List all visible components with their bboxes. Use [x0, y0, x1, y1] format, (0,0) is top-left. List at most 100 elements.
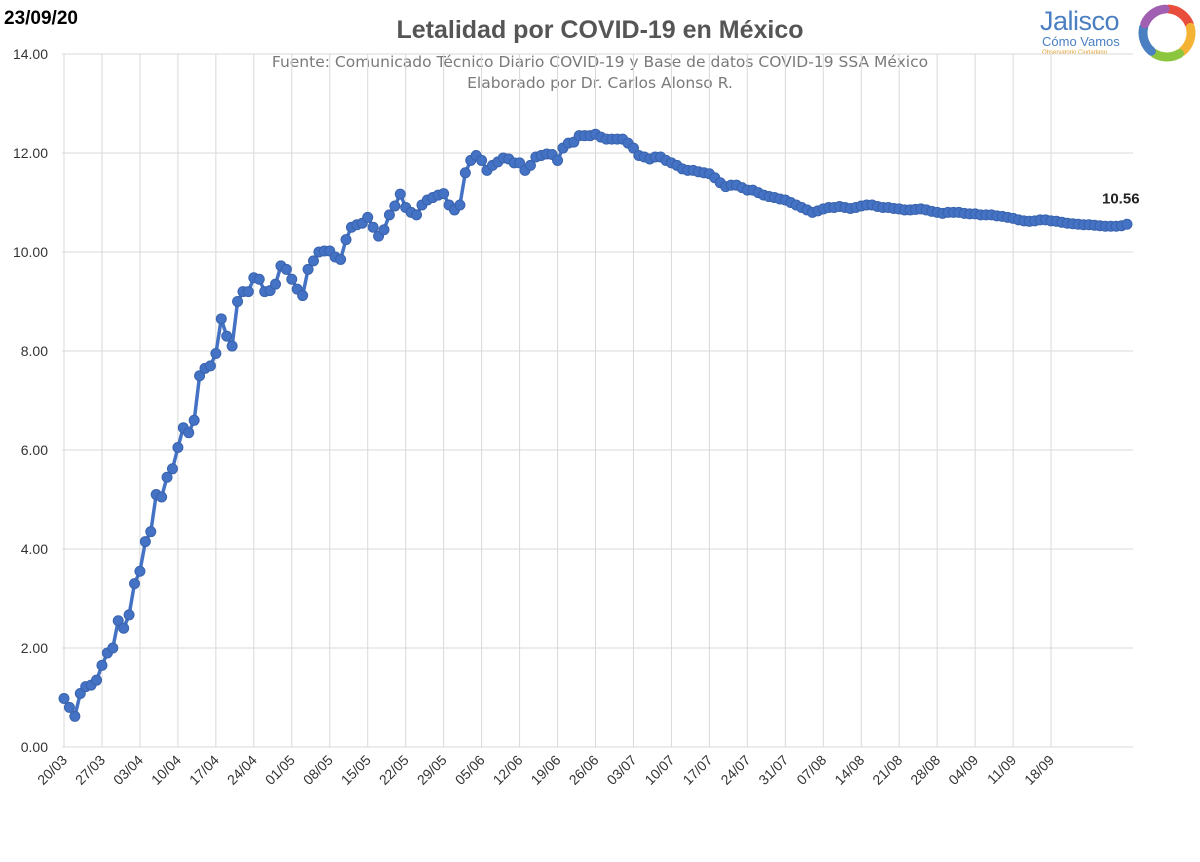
- data-point: [362, 211, 374, 223]
- data-point: [476, 154, 488, 166]
- data-point: [183, 427, 195, 439]
- end-value-label: 10.56: [1102, 190, 1140, 207]
- chart-grid: [62, 53, 1133, 748]
- logo-tagline: Observatorio Ciudadano: [1042, 50, 1108, 56]
- data-point: [335, 253, 347, 265]
- data-point: [389, 200, 401, 212]
- data-point: [188, 414, 200, 426]
- subtitle-source: Fuente: Comunicado Técnico Diario COVID-…: [271, 53, 929, 71]
- data-point: [383, 209, 395, 221]
- x-tick-label: 18/09: [1021, 752, 1057, 788]
- data-point: [514, 157, 526, 169]
- logo-ring-segment: [1140, 4, 1170, 29]
- x-tick-label: 22/05: [376, 752, 412, 788]
- logo-ring-icon: [1138, 4, 1196, 62]
- y-axis-ticks: 0.00 2.00 4.00 6.00 8.00 10.00 12.00 14.00: [13, 46, 48, 755]
- x-tick-label: 20/03: [34, 752, 70, 788]
- x-tick-label: 17/07: [679, 752, 715, 788]
- y-tick-label: 0.00: [21, 739, 48, 755]
- x-tick-label: 15/05: [338, 752, 374, 788]
- y-tick-label: 10.00: [13, 244, 48, 260]
- data-point: [161, 471, 173, 483]
- data-point: [134, 565, 146, 577]
- data-point: [118, 622, 130, 634]
- x-tick-label: 03/07: [603, 752, 639, 788]
- data-point: [96, 659, 108, 671]
- y-tick-label: 8.00: [21, 343, 48, 359]
- jalisco-como-vamos-logo: Jalisco Cómo Vamos Observatorio Ciudadan…: [1030, 0, 1200, 64]
- x-tick-label: 07/08: [793, 752, 829, 788]
- logo-ring-segment: [1138, 22, 1156, 56]
- x-tick-label: 29/05: [414, 752, 450, 788]
- data-point: [58, 692, 70, 704]
- y-tick-label: 6.00: [21, 442, 48, 458]
- x-tick-label: 24/04: [224, 752, 260, 788]
- data-point: [454, 199, 466, 211]
- data-point: [63, 701, 75, 713]
- x-tick-label: 10/04: [148, 752, 184, 788]
- data-point: [459, 167, 471, 179]
- data-point: [156, 491, 168, 503]
- x-tick-label: 04/09: [945, 752, 981, 788]
- x-tick-label: 31/07: [755, 752, 791, 788]
- data-point: [394, 188, 406, 200]
- logo-ring-segment: [1178, 22, 1196, 56]
- x-tick-label: 26/06: [566, 752, 602, 788]
- date-stamp: 23/09/20: [4, 8, 78, 29]
- x-tick-label: 19/06: [528, 752, 564, 788]
- data-point: [307, 255, 319, 267]
- x-tick-label: 28/08: [907, 752, 943, 788]
- data-point: [145, 526, 157, 538]
- data-point: [1121, 218, 1133, 230]
- x-axis-ticks: 20/03 27/03 03/04 10/04 17/04 24/04 01/05 08/05…: [34, 752, 1057, 788]
- data-point: [232, 296, 244, 307]
- data-point: [378, 224, 390, 236]
- data-point: [302, 263, 314, 275]
- x-tick-label: 24/07: [717, 752, 753, 788]
- logo-subtitle: Cómo Vamos: [1042, 34, 1120, 49]
- x-tick-label: 10/07: [641, 752, 677, 788]
- x-tick-label: 11/09: [984, 752, 1020, 788]
- data-point: [107, 642, 119, 654]
- data-point: [524, 159, 536, 171]
- data-point: [166, 463, 178, 475]
- x-tick-label: 08/05: [300, 752, 336, 788]
- x-tick-label: 03/04: [110, 752, 146, 788]
- y-tick-label: 14.00: [13, 46, 48, 62]
- x-tick-label: 14/08: [831, 752, 867, 788]
- x-tick-label: 12/06: [490, 752, 526, 788]
- y-tick-label: 12.00: [13, 145, 48, 161]
- y-tick-label: 4.00: [21, 541, 48, 557]
- data-point: [91, 674, 103, 686]
- data-point: [286, 273, 298, 285]
- data-point: [438, 188, 450, 200]
- data-point: [129, 578, 141, 590]
- data-point: [69, 710, 81, 722]
- y-tick-label: 2.00: [21, 640, 48, 656]
- data-point: [253, 273, 265, 285]
- data-point: [270, 278, 282, 290]
- data-point: [123, 609, 135, 621]
- data-point: [627, 142, 639, 154]
- subtitle-author: Elaborado por Dr. Carlos Alonso R.: [467, 74, 733, 92]
- data-point: [552, 154, 564, 166]
- x-tick-label: 05/06: [452, 752, 488, 788]
- data-point: [204, 360, 216, 372]
- chart-subtitle: Fuente: Comunicado Técnico Diario COVID-…: [0, 52, 1200, 94]
- chart-title: Letalidad por COVID-19 en México: [396, 16, 804, 44]
- x-tick-label: 21/08: [869, 752, 905, 788]
- x-tick-label: 17/04: [186, 752, 222, 788]
- logo-word: Jalisco: [1040, 6, 1120, 36]
- series-letalidad: [58, 128, 1133, 722]
- data-point: [226, 340, 238, 352]
- logo-ring-segment: [1149, 48, 1185, 62]
- data-point: [194, 370, 206, 382]
- data-point: [221, 330, 233, 342]
- data-point: [242, 286, 254, 298]
- data-point: [215, 313, 227, 325]
- data-point: [172, 442, 184, 454]
- data-point: [411, 209, 423, 221]
- data-point: [340, 234, 352, 246]
- data-point: [112, 615, 124, 627]
